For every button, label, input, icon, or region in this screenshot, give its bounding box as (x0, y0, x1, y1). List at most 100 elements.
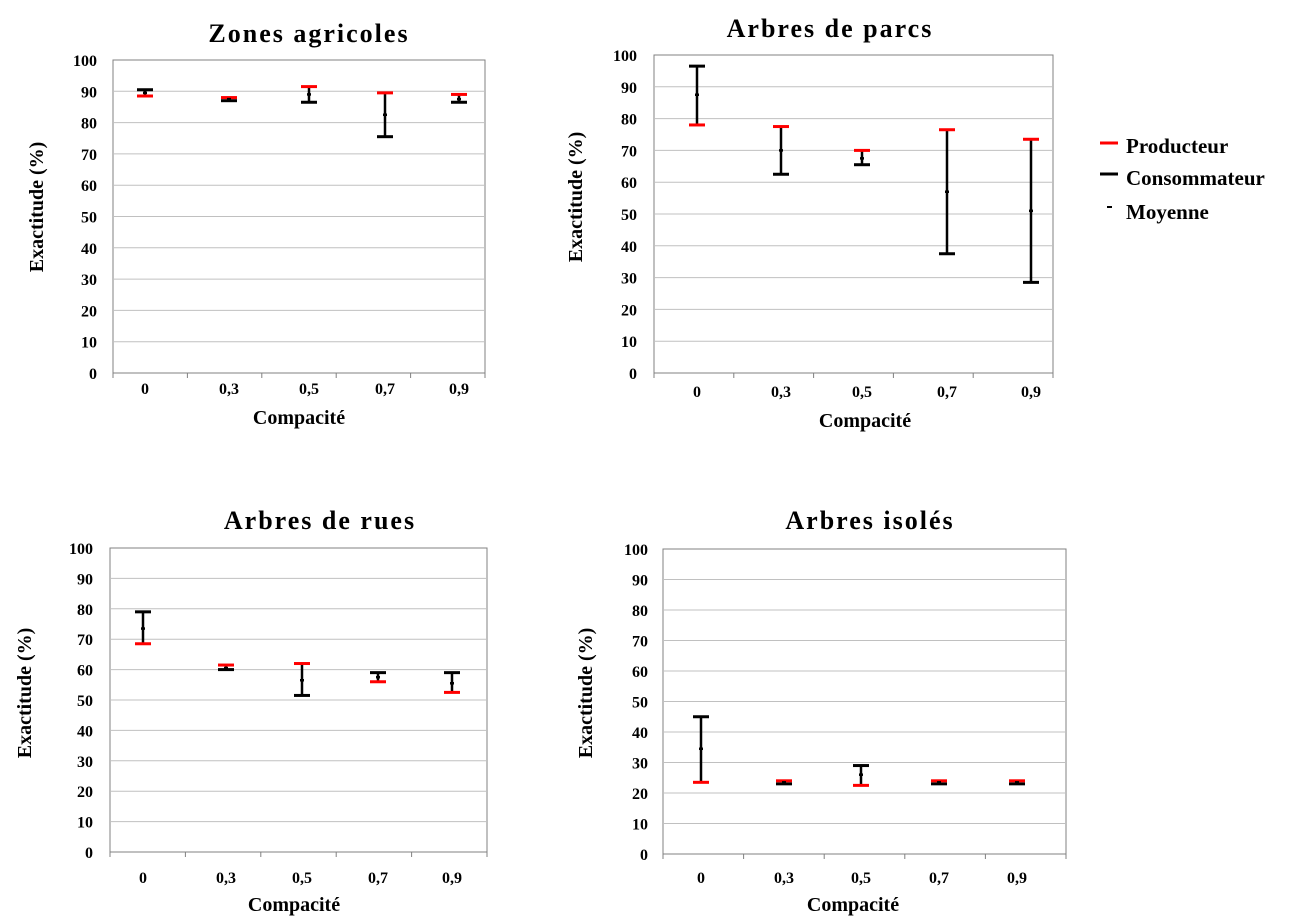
y-tick-label: 100 (69, 541, 93, 558)
y-axis-label: Exactitude (%) (14, 628, 36, 759)
y-tick-labels: 0 10 20 30 40 50 60 70 80 90 100 (613, 48, 637, 383)
chart-title: Arbres de parcs (727, 14, 934, 43)
error-bar (693, 715, 709, 784)
y-tick-label: 80 (621, 112, 637, 129)
x-tick-label: 0 (697, 870, 705, 887)
error-bar (135, 610, 151, 646)
y-tick-label: 30 (632, 756, 648, 773)
y-axis-label: Exactitude (%) (565, 132, 587, 263)
y-tick-label: 40 (77, 723, 93, 740)
legend-label: Producteur (1126, 134, 1228, 158)
y-tick-label: 70 (81, 147, 97, 164)
error-bar (294, 662, 310, 697)
x-tick-label: 0 (141, 381, 149, 398)
chart-panel-arbres-isoles: Arbres isolés 0 10 20 30 40 50 60 70 80 90 100 0 0… (575, 506, 1067, 916)
y-tick-label: 90 (632, 573, 648, 590)
x-tick-labels: 0 0,3 0,5 0,7 0,9 (141, 381, 469, 398)
error-bar (451, 92, 467, 104)
error-bar (853, 764, 869, 787)
x-tick-label: 0,7 (929, 870, 949, 887)
error-bar (854, 148, 870, 167)
error-bar (218, 663, 234, 672)
x-tick-label: 0,3 (771, 384, 791, 401)
y-tick-label: 90 (81, 84, 97, 101)
error-bar (776, 779, 792, 786)
y-tick-label: 60 (621, 175, 637, 192)
legend-item-moyenne: Moyenne (1107, 200, 1209, 224)
y-tick-label: 100 (73, 53, 97, 70)
error-bar (444, 671, 460, 694)
error-bar (939, 128, 955, 256)
y-tick-label: 50 (632, 695, 648, 712)
y-tick-label: 40 (81, 241, 97, 258)
x-tick-label: 0,3 (774, 870, 794, 887)
y-gridlines (110, 577, 487, 823)
error-bar (1009, 779, 1025, 786)
x-tick-label: 0,3 (219, 381, 239, 398)
chart-title: Arbres de rues (224, 506, 416, 535)
chart-panel-arbres-de-parcs: Arbres de parcs 0 10 20 30 40 50 60 70 80 90 100 0… (565, 14, 1054, 432)
x-tick-marks (112, 373, 486, 378)
x-axis-label: Compacité (807, 894, 899, 916)
x-axis-label: Compacité (253, 407, 345, 429)
legend-item-producteur: Producteur (1100, 134, 1228, 158)
x-tick-labels: 0 0,3 0,5 0,7 0,9 (697, 870, 1027, 887)
x-tick-label: 0,5 (292, 870, 312, 887)
y-tick-label: 90 (621, 80, 637, 97)
y-tick-label: 0 (85, 845, 93, 862)
error-bar (137, 88, 153, 98)
x-tick-label: 0 (693, 384, 701, 401)
chart-title: Zones agricoles (208, 19, 409, 48)
error-bar (689, 64, 705, 127)
y-tick-label: 10 (621, 334, 637, 351)
y-tick-label: 10 (77, 815, 93, 832)
y-tick-label: 0 (629, 366, 637, 383)
error-bar (773, 125, 789, 176)
y-tick-label: 50 (77, 693, 93, 710)
error-bars (693, 715, 1025, 787)
x-axis-label: Compacité (248, 894, 340, 916)
chart-panel-arbres-de-rues: Arbres de rues 0 10 20 30 40 50 60 70 80 90 100 0 … (14, 506, 488, 916)
error-bar (301, 85, 317, 104)
x-tick-label: 0,5 (299, 381, 319, 398)
legend: Producteur Consommateur Moyenne (1100, 134, 1265, 224)
error-bars (689, 64, 1039, 284)
legend-label: Moyenne (1126, 200, 1209, 224)
y-tick-label: 20 (632, 786, 648, 803)
x-tick-label: 0,3 (216, 870, 236, 887)
y-gridlines (663, 579, 1066, 824)
error-bar (931, 779, 947, 786)
error-bars (137, 85, 467, 139)
x-tick-label: 0,5 (851, 870, 871, 887)
y-tick-label: 0 (640, 847, 648, 864)
y-tick-label: 0 (89, 366, 97, 383)
error-bar (221, 96, 237, 103)
y-axis-label: Exactitude (%) (575, 628, 597, 759)
x-tick-label: 0,9 (1007, 870, 1027, 887)
y-tick-label: 30 (77, 754, 93, 771)
y-tick-label: 20 (77, 784, 93, 801)
x-tick-marks (653, 373, 1054, 378)
x-tick-marks (662, 854, 1067, 859)
y-tick-label: 100 (613, 48, 637, 65)
y-gridlines (113, 90, 485, 343)
y-tick-label: 100 (624, 542, 648, 559)
error-bars (135, 610, 460, 697)
legend-label: Consommateur (1126, 166, 1265, 190)
x-tick-label: 0,7 (937, 384, 957, 401)
chart-title: Arbres isolés (785, 506, 954, 535)
y-tick-label: 90 (77, 571, 93, 588)
y-tick-label: 20 (81, 303, 97, 320)
x-tick-labels: 0 0,3 0,5 0,7 0,9 (139, 870, 462, 887)
chart-panel-zones-agricoles: Zones agricoles 0 10 20 30 40 50 60 70 80 90 100 0… (26, 19, 486, 429)
error-bar (1023, 137, 1039, 284)
error-bar (377, 91, 393, 139)
y-tick-label: 30 (621, 271, 637, 288)
x-tick-label: 0,9 (442, 870, 462, 887)
x-tick-label: 0,5 (852, 384, 872, 401)
y-tick-label: 50 (621, 207, 637, 224)
x-tick-label: 0,7 (375, 381, 395, 398)
y-tick-label: 60 (77, 663, 93, 680)
y-tick-label: 60 (632, 664, 648, 681)
